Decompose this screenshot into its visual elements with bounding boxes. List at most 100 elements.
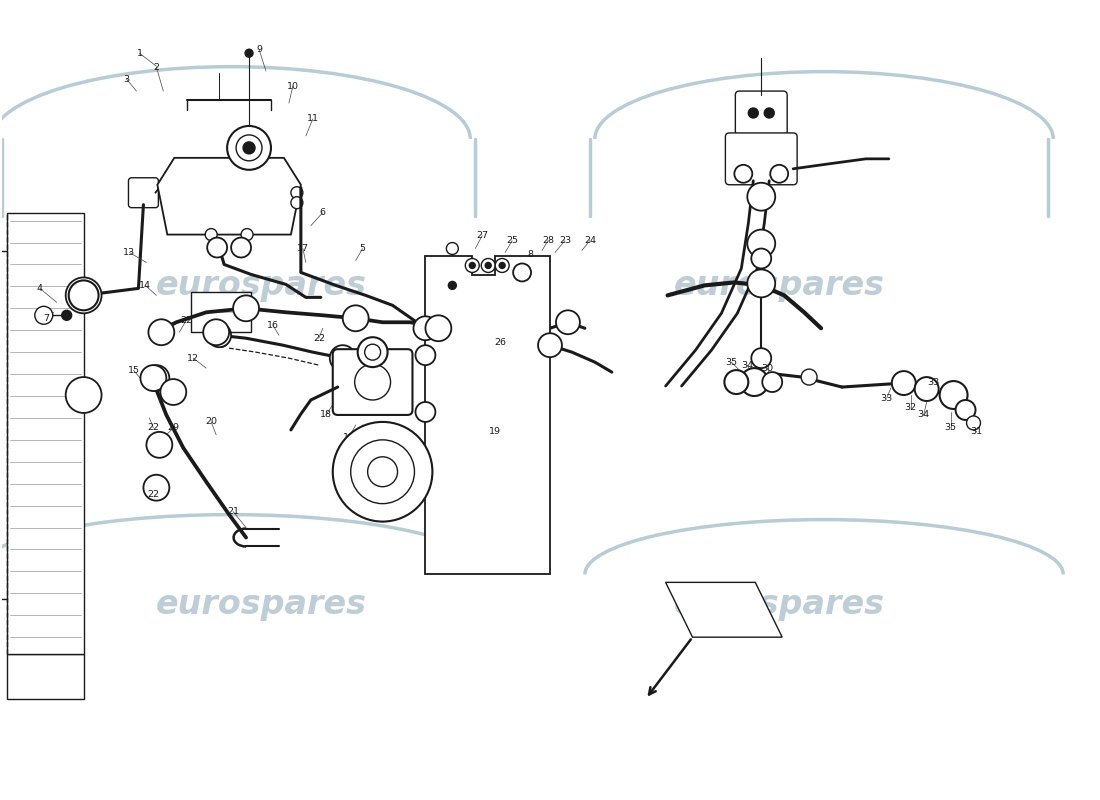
Text: 7: 7 bbox=[43, 314, 48, 322]
Circle shape bbox=[915, 377, 938, 401]
Text: 33: 33 bbox=[881, 394, 893, 402]
Circle shape bbox=[892, 371, 915, 395]
Circle shape bbox=[735, 165, 752, 182]
Circle shape bbox=[725, 370, 748, 394]
Circle shape bbox=[351, 440, 415, 504]
Circle shape bbox=[66, 278, 101, 314]
FancyBboxPatch shape bbox=[736, 91, 788, 135]
Circle shape bbox=[495, 258, 509, 273]
Circle shape bbox=[161, 379, 186, 405]
Text: 35: 35 bbox=[945, 423, 957, 433]
Circle shape bbox=[416, 402, 436, 422]
Text: 8: 8 bbox=[527, 250, 534, 259]
Circle shape bbox=[218, 338, 224, 343]
Circle shape bbox=[333, 422, 432, 522]
Text: 12: 12 bbox=[187, 354, 199, 362]
Circle shape bbox=[290, 197, 303, 209]
Text: 4: 4 bbox=[36, 284, 43, 293]
Text: 31: 31 bbox=[970, 427, 982, 436]
FancyBboxPatch shape bbox=[333, 349, 412, 415]
Circle shape bbox=[204, 319, 229, 345]
Text: 15: 15 bbox=[128, 366, 140, 374]
Circle shape bbox=[354, 364, 390, 400]
Circle shape bbox=[801, 369, 817, 385]
Text: 5: 5 bbox=[360, 244, 365, 253]
Text: 25: 25 bbox=[506, 236, 518, 245]
Circle shape bbox=[556, 310, 580, 334]
FancyBboxPatch shape bbox=[7, 654, 84, 699]
Circle shape bbox=[449, 282, 456, 290]
Text: 14: 14 bbox=[140, 281, 152, 290]
Circle shape bbox=[748, 108, 758, 118]
Text: 27: 27 bbox=[476, 231, 488, 240]
Circle shape bbox=[470, 262, 475, 269]
Circle shape bbox=[751, 348, 771, 368]
Circle shape bbox=[485, 262, 492, 269]
Text: 1: 1 bbox=[136, 49, 142, 58]
Text: 2: 2 bbox=[153, 62, 159, 72]
Circle shape bbox=[146, 432, 173, 458]
Circle shape bbox=[465, 258, 480, 273]
Circle shape bbox=[538, 334, 562, 357]
Circle shape bbox=[358, 338, 387, 367]
FancyBboxPatch shape bbox=[129, 178, 158, 208]
Circle shape bbox=[207, 323, 231, 347]
Text: eurospares: eurospares bbox=[673, 588, 884, 621]
FancyBboxPatch shape bbox=[191, 292, 251, 332]
Circle shape bbox=[148, 319, 174, 345]
Text: 6: 6 bbox=[320, 208, 326, 217]
Polygon shape bbox=[157, 158, 301, 234]
Circle shape bbox=[751, 249, 771, 269]
Circle shape bbox=[956, 400, 976, 420]
Circle shape bbox=[513, 263, 531, 282]
Text: 22: 22 bbox=[312, 334, 324, 342]
Circle shape bbox=[747, 182, 776, 210]
Text: eurospares: eurospares bbox=[155, 588, 366, 621]
Polygon shape bbox=[7, 213, 84, 654]
Text: 22: 22 bbox=[147, 490, 160, 499]
Circle shape bbox=[143, 365, 169, 391]
Text: 22: 22 bbox=[147, 423, 160, 433]
Text: 26: 26 bbox=[494, 338, 506, 346]
Circle shape bbox=[343, 306, 368, 331]
Circle shape bbox=[339, 444, 351, 456]
Circle shape bbox=[414, 316, 438, 340]
Text: 11: 11 bbox=[307, 114, 319, 123]
Circle shape bbox=[66, 377, 101, 413]
Circle shape bbox=[236, 135, 262, 161]
Text: 29: 29 bbox=[363, 434, 375, 442]
Polygon shape bbox=[426, 255, 550, 574]
Circle shape bbox=[330, 345, 355, 371]
Circle shape bbox=[939, 381, 968, 409]
Circle shape bbox=[762, 372, 782, 392]
Circle shape bbox=[740, 368, 768, 396]
Text: 13: 13 bbox=[123, 248, 135, 257]
Circle shape bbox=[227, 126, 271, 170]
Text: 10: 10 bbox=[287, 82, 299, 90]
Circle shape bbox=[747, 270, 776, 298]
Circle shape bbox=[243, 142, 255, 154]
Text: 28: 28 bbox=[542, 236, 554, 245]
Circle shape bbox=[416, 345, 436, 365]
Circle shape bbox=[481, 258, 495, 273]
Polygon shape bbox=[666, 582, 782, 637]
Circle shape bbox=[233, 295, 258, 322]
Circle shape bbox=[214, 334, 228, 347]
Text: 16: 16 bbox=[267, 321, 279, 330]
Circle shape bbox=[245, 50, 253, 57]
Circle shape bbox=[367, 457, 397, 486]
Text: eurospares: eurospares bbox=[673, 269, 884, 302]
Text: 3: 3 bbox=[123, 74, 130, 84]
Circle shape bbox=[426, 315, 451, 342]
Circle shape bbox=[331, 346, 354, 370]
Circle shape bbox=[206, 229, 217, 241]
Text: 24: 24 bbox=[584, 236, 596, 245]
Circle shape bbox=[499, 262, 505, 269]
Circle shape bbox=[290, 186, 303, 198]
Circle shape bbox=[764, 108, 774, 118]
Circle shape bbox=[35, 306, 53, 324]
Text: 33: 33 bbox=[927, 378, 939, 386]
Text: 30: 30 bbox=[761, 364, 773, 373]
Text: 35: 35 bbox=[725, 358, 737, 366]
Circle shape bbox=[68, 281, 99, 310]
